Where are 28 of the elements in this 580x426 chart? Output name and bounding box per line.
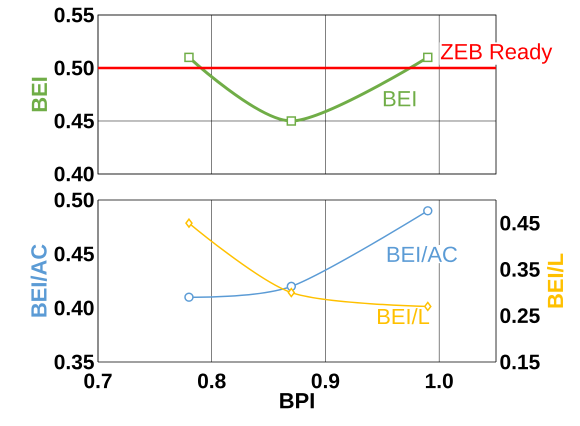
y-tick-label: 0.55: [54, 8, 94, 22]
y-tick-label: 0.40: [54, 166, 94, 182]
y-tick-label: 0.35: [54, 354, 94, 370]
point: [288, 288, 296, 298]
x-tick-label: 0.8: [198, 374, 226, 388]
x-tick-label: 0.7: [84, 374, 112, 388]
y-tick-label: 0.45: [54, 246, 94, 262]
y-axis-title: BEI: [32, 78, 47, 112]
y2-tick-label: 0.45: [500, 216, 540, 231]
y2-axis-title: BEI/L: [547, 254, 564, 308]
point: [185, 218, 193, 228]
series-label: BEI/L: [378, 308, 430, 324]
y-tick-label: 0.45: [54, 114, 94, 128]
y2-tick-label: 0.25: [500, 308, 540, 324]
x-axis-title: BPI: [280, 393, 314, 408]
x-tick-label: 0.9: [312, 374, 340, 388]
y-tick-label: 0.40: [54, 300, 94, 316]
series-label: BEI/AC: [388, 246, 457, 262]
point: [184, 292, 194, 302]
y-axis-title: BEI/AC: [30, 244, 47, 317]
y-tick-label: 0.50: [54, 60, 94, 76]
point: [423, 206, 433, 216]
y-tick-label: 0.50: [54, 192, 94, 208]
ref-line-label: ZEB Ready: [440, 43, 552, 64]
y2-tick-label: 0.15: [500, 354, 540, 370]
series-label: BEI: [384, 91, 416, 106]
y2-tick-label: 0.35: [500, 262, 540, 277]
x-tick-label: 1.0: [426, 374, 453, 388]
